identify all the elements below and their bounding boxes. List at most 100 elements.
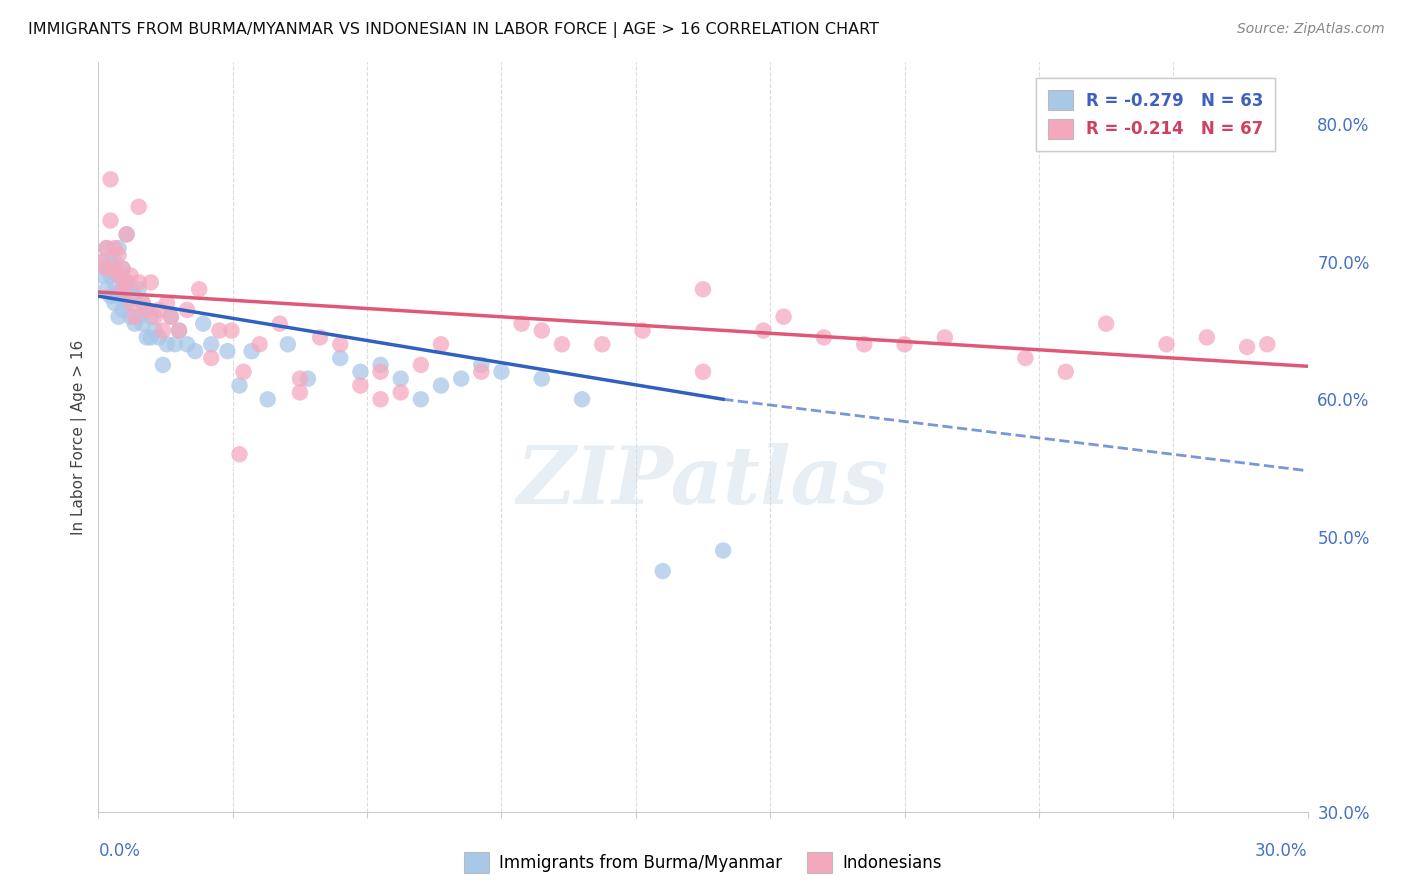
Point: [752, 324, 775, 338]
Point: [329, 351, 352, 365]
Point: [156, 296, 179, 310]
Point: [167, 324, 190, 338]
Point: [188, 282, 211, 296]
Point: [530, 371, 553, 385]
Point: [1095, 317, 1118, 331]
Point: [107, 268, 129, 283]
Point: [100, 254, 122, 268]
Point: [370, 365, 392, 379]
Point: [132, 317, 155, 331]
Point: [148, 302, 170, 317]
Text: Source: ZipAtlas.com: Source: ZipAtlas.com: [1237, 22, 1385, 37]
Point: [309, 330, 332, 344]
Point: [651, 564, 673, 578]
Point: [152, 358, 174, 372]
Point: [470, 365, 492, 379]
Point: [176, 337, 198, 351]
Point: [256, 392, 278, 407]
Point: [772, 310, 794, 324]
Point: [135, 302, 157, 317]
Point: [115, 276, 138, 290]
Point: [389, 371, 412, 385]
Point: [349, 378, 371, 392]
Point: [103, 296, 125, 310]
Point: [91, 254, 114, 268]
Point: [128, 276, 150, 290]
Point: [96, 282, 118, 296]
Point: [124, 317, 146, 331]
Point: [139, 276, 162, 290]
Point: [100, 268, 122, 283]
Point: [120, 282, 142, 296]
Point: [111, 282, 134, 296]
Point: [1236, 340, 1258, 354]
Point: [120, 268, 142, 283]
Point: [200, 351, 222, 365]
Point: [692, 365, 714, 379]
Point: [591, 337, 613, 351]
Point: [128, 282, 150, 296]
Point: [139, 330, 162, 344]
Point: [115, 296, 138, 310]
Point: [288, 385, 311, 400]
Point: [430, 337, 453, 351]
Point: [91, 254, 114, 268]
Point: [96, 241, 118, 255]
Point: [389, 385, 412, 400]
Point: [1054, 365, 1077, 379]
Point: [120, 296, 142, 310]
Point: [1156, 337, 1178, 351]
Point: [111, 261, 134, 276]
Point: [370, 392, 392, 407]
Point: [111, 282, 134, 296]
Point: [288, 371, 311, 385]
Point: [107, 241, 129, 255]
Point: [156, 337, 179, 351]
Text: 0.0%: 0.0%: [98, 842, 141, 860]
Point: [107, 310, 129, 324]
Point: [132, 296, 155, 310]
Point: [228, 447, 250, 461]
Point: [91, 268, 114, 283]
Text: 30.0%: 30.0%: [1256, 842, 1308, 860]
Y-axis label: In Labor Force | Age > 16: In Labor Force | Age > 16: [72, 340, 87, 534]
Point: [711, 543, 734, 558]
Point: [100, 213, 122, 227]
Point: [103, 254, 125, 268]
Point: [692, 282, 714, 296]
Point: [160, 310, 183, 324]
Point: [111, 302, 134, 317]
Point: [240, 344, 263, 359]
Point: [571, 392, 593, 407]
Point: [208, 324, 231, 338]
Point: [115, 276, 138, 290]
Point: [510, 317, 533, 331]
Point: [217, 344, 239, 359]
Point: [228, 378, 250, 392]
Legend: R = -0.279   N = 63, R = -0.214   N = 67: R = -0.279 N = 63, R = -0.214 N = 67: [1036, 78, 1275, 151]
Point: [1014, 351, 1036, 365]
Point: [893, 337, 915, 351]
Point: [530, 324, 553, 338]
Point: [160, 310, 183, 324]
Point: [409, 392, 432, 407]
Point: [107, 289, 129, 303]
Point: [135, 302, 157, 317]
Point: [193, 317, 215, 331]
Point: [221, 324, 243, 338]
Point: [277, 337, 299, 351]
Point: [148, 330, 170, 344]
Point: [297, 371, 319, 385]
Point: [103, 241, 125, 255]
Point: [349, 365, 371, 379]
Point: [139, 310, 162, 324]
Point: [329, 337, 352, 351]
Point: [200, 337, 222, 351]
Point: [124, 289, 146, 303]
Point: [551, 337, 574, 351]
Point: [409, 358, 432, 372]
Point: [135, 330, 157, 344]
Point: [232, 365, 254, 379]
Point: [120, 310, 142, 324]
Text: IMMIGRANTS FROM BURMA/MYANMAR VS INDONESIAN IN LABOR FORCE | AGE > 16 CORRELATIO: IMMIGRANTS FROM BURMA/MYANMAR VS INDONES…: [28, 22, 879, 38]
